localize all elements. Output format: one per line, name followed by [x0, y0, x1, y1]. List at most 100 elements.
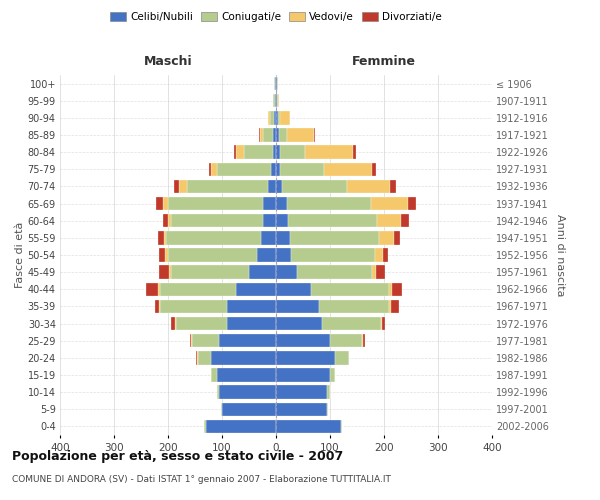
Bar	[193, 334, 220, 347]
Bar	[221, 402, 222, 416]
Bar	[274, 94, 275, 108]
Bar	[280, 111, 290, 124]
Bar	[330, 368, 335, 382]
Bar	[168, 214, 171, 228]
Bar	[276, 300, 319, 313]
Bar	[168, 197, 263, 210]
Bar	[217, 386, 220, 399]
Bar	[171, 266, 249, 279]
Bar	[270, 111, 274, 124]
Bar	[277, 94, 278, 108]
Bar	[372, 162, 376, 176]
Bar	[372, 266, 376, 279]
Bar	[171, 317, 175, 330]
Bar	[274, 146, 276, 159]
Bar	[235, 282, 276, 296]
Bar	[276, 282, 311, 296]
Bar	[274, 111, 276, 124]
Bar	[169, 266, 171, 279]
Bar	[391, 180, 396, 193]
Bar	[263, 128, 274, 141]
Bar	[276, 368, 330, 382]
Bar	[283, 180, 347, 193]
Bar	[222, 402, 276, 416]
Bar	[280, 162, 323, 176]
Bar	[175, 180, 179, 193]
Bar	[287, 197, 371, 210]
Bar	[392, 282, 402, 296]
Bar	[278, 128, 287, 141]
Bar	[401, 214, 409, 228]
Bar	[249, 266, 276, 279]
Bar	[227, 300, 276, 313]
Bar	[276, 77, 277, 90]
Bar	[211, 162, 217, 176]
Bar	[391, 300, 399, 313]
Bar	[190, 334, 191, 347]
Bar	[263, 197, 276, 210]
Bar	[408, 197, 416, 210]
Bar	[347, 180, 391, 193]
Bar	[159, 248, 166, 262]
Bar	[276, 146, 280, 159]
Bar	[196, 351, 197, 364]
Bar	[276, 334, 330, 347]
Bar	[158, 231, 164, 244]
Bar	[276, 197, 287, 210]
Text: Femmine: Femmine	[352, 55, 416, 68]
Legend: Celibi/Nubili, Coniugati/e, Vedovi/e, Divorziati/e: Celibi/Nubili, Coniugati/e, Vedovi/e, Di…	[106, 8, 446, 26]
Bar	[268, 180, 276, 193]
Bar	[287, 128, 314, 141]
Bar	[291, 248, 375, 262]
Bar	[276, 214, 288, 228]
Bar	[322, 317, 382, 330]
Bar	[389, 282, 392, 296]
Bar	[323, 162, 372, 176]
Bar	[371, 197, 409, 210]
Bar	[278, 111, 280, 124]
Bar	[159, 300, 160, 313]
Bar	[379, 231, 394, 244]
Bar	[261, 231, 276, 244]
Bar	[276, 402, 328, 416]
Bar	[375, 248, 383, 262]
Bar	[257, 248, 276, 262]
Bar	[176, 317, 227, 330]
Bar	[175, 317, 176, 330]
Y-axis label: Fasce di età: Fasce di età	[14, 222, 25, 288]
Bar	[364, 334, 365, 347]
Bar	[276, 94, 277, 108]
Bar	[276, 111, 278, 124]
Bar	[311, 282, 389, 296]
Bar	[296, 266, 372, 279]
Bar	[275, 94, 276, 108]
Bar	[276, 266, 296, 279]
Bar	[394, 231, 400, 244]
Text: COMUNE DI ANDORA (SV) - Dati ISTAT 1° gennaio 2007 - Elaborazione TUTTITALIA.IT: COMUNE DI ANDORA (SV) - Dati ISTAT 1° ge…	[12, 475, 391, 484]
Bar	[280, 146, 305, 159]
Bar	[160, 300, 227, 313]
Bar	[158, 282, 160, 296]
Bar	[377, 214, 401, 228]
Bar	[260, 128, 263, 141]
Bar	[235, 146, 244, 159]
Bar	[319, 300, 389, 313]
Bar	[276, 351, 335, 364]
Y-axis label: Anni di nascita: Anni di nascita	[554, 214, 565, 296]
Bar	[164, 231, 166, 244]
Bar	[276, 128, 278, 141]
Bar	[187, 180, 268, 193]
Bar	[288, 214, 377, 228]
Bar	[191, 334, 193, 347]
Text: Maschi: Maschi	[143, 55, 193, 68]
Bar	[383, 248, 388, 262]
Bar	[276, 231, 290, 244]
Bar	[275, 77, 276, 90]
Bar	[227, 317, 276, 330]
Bar	[217, 368, 276, 382]
Bar	[220, 334, 276, 347]
Bar	[328, 386, 330, 399]
Bar	[171, 214, 263, 228]
Bar	[362, 334, 364, 347]
Bar	[276, 420, 341, 433]
